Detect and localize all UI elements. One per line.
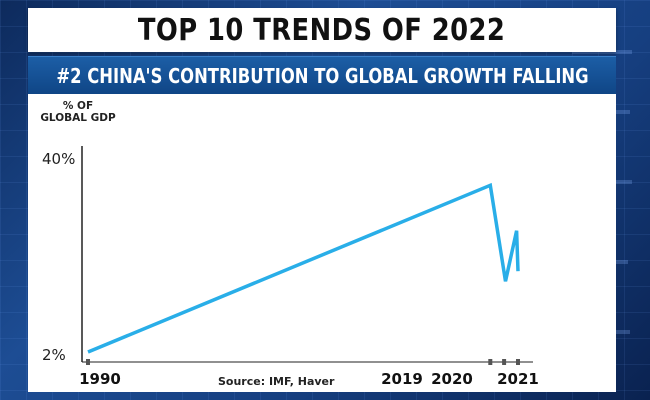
subtitle-banner: #2 CHINA'S CONTRIBUTION TO GLOBAL GROWTH… bbox=[28, 56, 616, 95]
x-tick-label-2021: 2021 bbox=[497, 370, 539, 388]
x-tick-mark-2019 bbox=[488, 359, 493, 365]
chart-subtitle: #2 CHINA'S CONTRIBUTION TO GLOBAL GROWTH… bbox=[55, 64, 589, 88]
source-note: Source: IMF, Haver bbox=[218, 375, 335, 388]
y-tick-label-40: 40% bbox=[42, 150, 76, 168]
chart-title: TOP 10 TRENDS OF 2022 bbox=[138, 12, 506, 48]
y-axis-label: % OF GLOBAL GDP bbox=[40, 100, 116, 124]
x-tick-mark-2020 bbox=[502, 359, 507, 365]
x-tick-label-2019: 2019 bbox=[381, 370, 423, 388]
chart-panel: % OF GLOBAL GDP 40% 2% 1990 2019 2020 20… bbox=[28, 94, 616, 392]
y-tick-label-2: 2% bbox=[42, 346, 66, 364]
x-tick-label-1990: 1990 bbox=[79, 370, 121, 388]
title-banner: TOP 10 TRENDS OF 2022 bbox=[28, 8, 616, 52]
x-tick-label-2020: 2020 bbox=[431, 370, 473, 388]
chart-plot-area bbox=[81, 146, 533, 365]
x-tick-mark-2021 bbox=[516, 359, 520, 365]
series-line bbox=[87, 182, 520, 354]
x-tick-mark-1990 bbox=[86, 359, 90, 365]
